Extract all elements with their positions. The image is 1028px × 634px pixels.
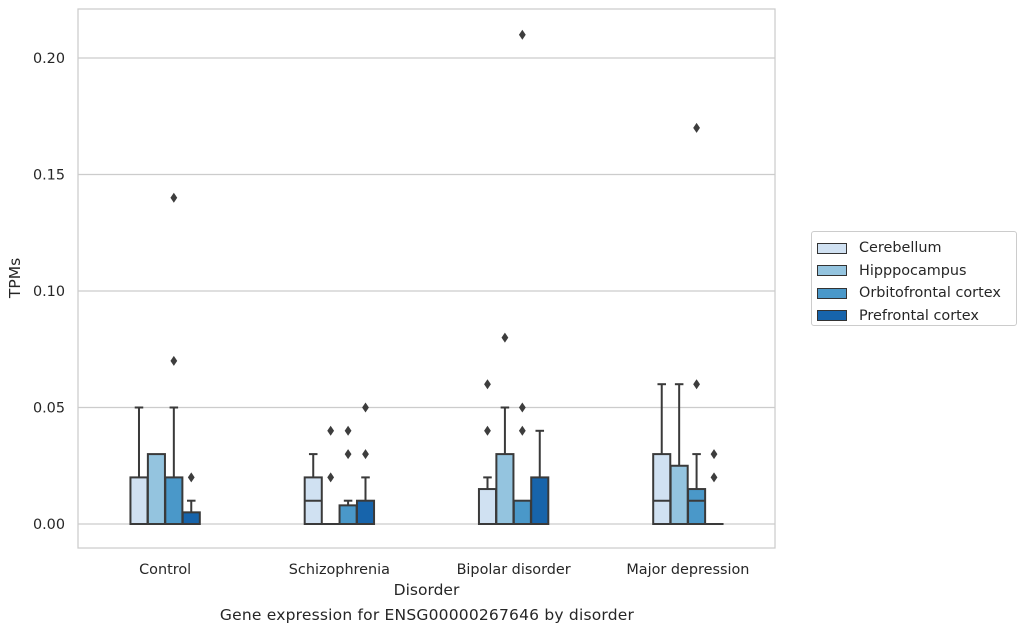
box-prefrontal-cortex bbox=[530, 429, 550, 525]
box-orbitofrontal-cortex bbox=[164, 192, 184, 525]
outlier-point bbox=[170, 192, 178, 203]
y-tick-label: 0.20 bbox=[33, 51, 65, 67]
x-axis-label: Disorder bbox=[394, 581, 460, 599]
legend-swatch bbox=[817, 310, 847, 322]
outlier-point bbox=[362, 402, 369, 413]
box-prefrontal-cortex bbox=[704, 449, 724, 526]
outlier-point bbox=[693, 379, 700, 390]
outlier-point bbox=[344, 425, 352, 436]
legend-label: Prefrontal cortex bbox=[859, 307, 979, 324]
x-tick-labels: Control Schizophrenia Bipolar disorder Majo… bbox=[139, 562, 749, 578]
y-tick-labels: 0.00 0.05 0.10 0.15 0.20 bbox=[33, 51, 65, 533]
legend: Cerebellum Hipppocampus Orbitofrontal cort… bbox=[811, 231, 1017, 326]
outlier-point bbox=[693, 122, 700, 133]
box-orbitofrontal-cortex bbox=[512, 29, 532, 526]
box-cerebellum bbox=[303, 453, 323, 525]
box-hipppocampus bbox=[495, 332, 515, 526]
legend-item: Hipppocampus bbox=[817, 260, 1016, 283]
box-body bbox=[530, 476, 550, 525]
figure-caption: Gene expression for ENSG00000267646 by d… bbox=[219, 606, 635, 624]
box-prefrontal-cortex bbox=[181, 472, 201, 525]
box-body bbox=[181, 511, 201, 525]
box-body bbox=[355, 499, 376, 526]
box-body bbox=[164, 476, 184, 525]
box-body bbox=[129, 476, 149, 525]
box-body bbox=[338, 504, 358, 525]
y-tick-label: 0.00 bbox=[33, 517, 65, 533]
outlier-point bbox=[327, 472, 335, 483]
y-axis-label: TPMs bbox=[6, 258, 24, 299]
boxes bbox=[129, 29, 724, 526]
box-body bbox=[495, 453, 515, 526]
outlier-point bbox=[484, 379, 491, 390]
box-cerebellum bbox=[129, 406, 149, 525]
box-prefrontal-cortex bbox=[355, 402, 376, 526]
box-body bbox=[669, 464, 689, 525]
x-tick-label: Bipolar disorder bbox=[457, 562, 571, 578]
box-body bbox=[146, 453, 166, 526]
box-orbitofrontal-cortex bbox=[687, 122, 707, 525]
outlier-point bbox=[344, 449, 352, 460]
legend-item: Prefrontal cortex bbox=[817, 305, 1016, 328]
outlier-point bbox=[710, 472, 718, 483]
y-tick-label: 0.10 bbox=[33, 284, 65, 300]
legend-label: Hipppocampus bbox=[859, 262, 967, 279]
plot-frame bbox=[77, 8, 776, 549]
x-tick-label: Schizophrenia bbox=[289, 562, 390, 578]
legend-item: Orbitofrontal cortex bbox=[817, 282, 1016, 305]
box-body bbox=[652, 453, 672, 526]
legend-swatch bbox=[817, 287, 847, 299]
outlier-point bbox=[518, 425, 526, 436]
outlier-point bbox=[484, 425, 491, 436]
box-body bbox=[512, 499, 532, 526]
outlier-point bbox=[518, 29, 526, 40]
outlier-point bbox=[187, 472, 195, 483]
box-orbitofrontal-cortex bbox=[338, 425, 358, 525]
y-tick-label: 0.15 bbox=[33, 168, 65, 184]
legend-swatch bbox=[817, 242, 847, 254]
box-cerebellum bbox=[477, 379, 498, 525]
box-hipppocampus bbox=[146, 453, 166, 526]
box-body bbox=[477, 488, 498, 525]
outlier-point bbox=[518, 402, 526, 413]
legend-label: Orbitofrontal cortex bbox=[859, 285, 1001, 302]
outlier-point bbox=[501, 332, 509, 343]
y-tick-label: 0.05 bbox=[33, 401, 65, 417]
legend-label: Cerebellum bbox=[859, 240, 942, 257]
outlier-point bbox=[710, 449, 718, 460]
box-body bbox=[687, 488, 707, 525]
outlier-point bbox=[362, 449, 369, 460]
legend-swatch bbox=[817, 265, 847, 277]
x-tick-label: Major depression bbox=[626, 562, 749, 578]
legend-item: Cerebellum bbox=[817, 237, 1016, 260]
outlier-point bbox=[170, 355, 178, 366]
x-tick-label: Control bbox=[139, 562, 191, 578]
outlier-point bbox=[327, 425, 335, 436]
